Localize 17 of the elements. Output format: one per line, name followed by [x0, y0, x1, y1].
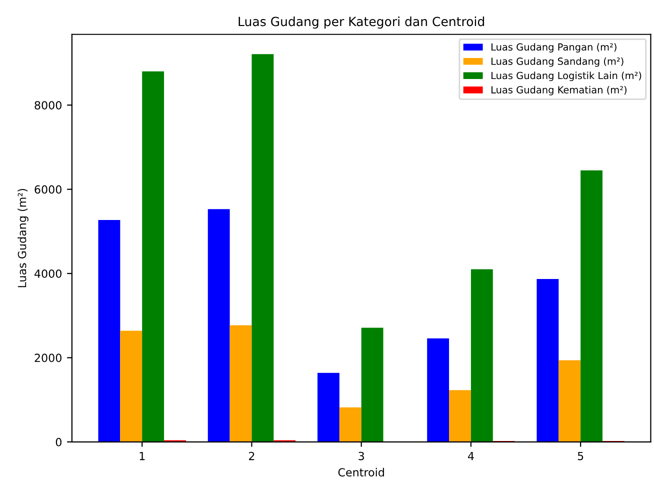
y-tick-label: 8000 [34, 101, 62, 110]
legend-label: Luas Gudang Kematian (m²) [492, 86, 626, 96]
y-tick-label: 6000 [34, 185, 62, 194]
chart-title: Luas Gudang per Kategori dan Centroid [238, 16, 484, 29]
x-tick-label: 4 [468, 452, 474, 460]
legend-label: Luas Gudang Logistik Lain (m²) [492, 72, 642, 82]
x-tick-label: 5 [578, 452, 584, 460]
y-tick-label: 4000 [34, 269, 62, 278]
x-axis-title: Centroid [338, 468, 384, 477]
x-tick-label: 1 [140, 452, 145, 460]
y-tick-label: 2000 [34, 354, 62, 362]
x-tick-label: 2 [248, 452, 254, 460]
legend-label: Luas Gudang Sandang (m²) [492, 57, 624, 67]
y-tick-label: 0 [56, 438, 62, 446]
y-axis-title: Luas Gudang (m²) [18, 188, 28, 288]
x-tick-label: 3 [358, 452, 364, 460]
legend-label: Luas Gudang Pangan (m²) [492, 43, 616, 53]
